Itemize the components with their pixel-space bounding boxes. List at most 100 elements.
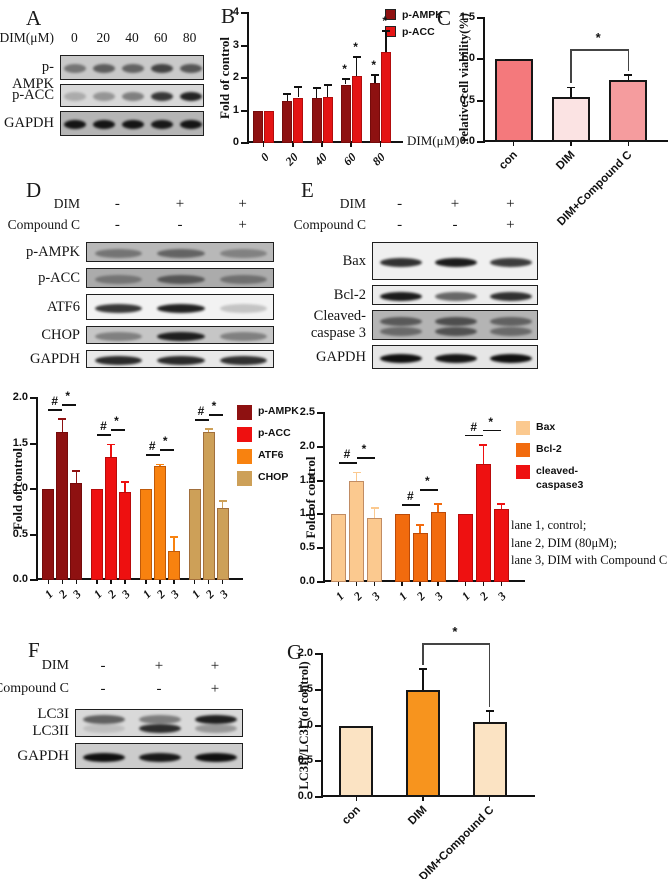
x-tick xyxy=(193,580,196,584)
bar xyxy=(293,97,304,143)
error-cap xyxy=(341,78,350,80)
y-axis xyxy=(247,12,249,144)
legend-swatch xyxy=(516,465,530,479)
blot-band xyxy=(157,331,205,341)
chart-d-legend: p-AMPK p-ACC ATF6 CHOP xyxy=(237,405,299,493)
x-tick-label: con xyxy=(339,804,363,827)
error-bar xyxy=(355,472,358,481)
blot-header-label: DIM xyxy=(41,658,69,673)
blot-band xyxy=(194,724,238,734)
blot-band xyxy=(94,274,143,284)
error-cap xyxy=(218,499,227,502)
y-axis xyxy=(321,653,323,798)
bar xyxy=(494,59,533,142)
x-tick-label: 80 xyxy=(369,150,389,169)
bar xyxy=(216,508,229,580)
y-tick xyxy=(30,397,36,399)
y-tick xyxy=(315,796,321,798)
x-tick xyxy=(207,580,210,584)
x-tick xyxy=(173,580,175,584)
blot-band xyxy=(82,724,126,734)
bar xyxy=(42,489,55,580)
sig-line xyxy=(465,434,484,437)
x-tick-label: 1 xyxy=(42,587,57,602)
x-tick-label: 1 xyxy=(139,587,154,602)
blot-lane-sign: - xyxy=(114,196,120,212)
legend-label: CHOP xyxy=(258,471,289,483)
blot-row-label: p-AMPK xyxy=(12,59,54,92)
blot-box xyxy=(86,294,274,320)
legend-label: p-ACC xyxy=(402,25,435,38)
y-tick-label: 1.0 xyxy=(299,507,315,520)
blot-row-label: Cleaved- caspase 3 xyxy=(310,308,366,341)
error-cap xyxy=(416,523,424,526)
lane-note-line-2: lane 2, DIM (80μM); xyxy=(511,535,617,550)
blot-band xyxy=(82,714,126,724)
blot-band xyxy=(219,248,268,258)
blot-band xyxy=(434,316,478,326)
lane-note-line-3: lane 3, DIM with Compound C. xyxy=(511,553,668,567)
error-cap xyxy=(352,55,361,58)
legend-swatch xyxy=(237,427,252,442)
y-tick xyxy=(317,445,323,448)
blot-box xyxy=(60,111,204,136)
x-tick xyxy=(221,580,224,584)
x-tick-label: 2 xyxy=(477,589,492,604)
legend-label: p-AMPK xyxy=(402,9,443,21)
blot-band xyxy=(434,326,478,336)
blot-lane-sign: - xyxy=(114,217,120,233)
significance-star: * xyxy=(382,13,388,28)
blot-row-label: CHOP xyxy=(41,326,80,343)
chart-panel-c: 0.0 0.5 1.0 1.5 con DIM DIM+Compound C * relativ… xyxy=(430,5,668,228)
legend-swatch xyxy=(237,449,252,464)
blot-band xyxy=(379,326,422,336)
legend-entry: p-ACC xyxy=(237,427,299,442)
x-axis-title: DIM(μM) xyxy=(407,133,460,148)
y-tick-label: 0.5 xyxy=(459,93,475,106)
y-tick xyxy=(315,760,321,763)
sig-line xyxy=(402,504,420,506)
sig-line xyxy=(48,408,63,411)
x-tick-label: 3 xyxy=(118,587,134,602)
bar xyxy=(119,491,132,580)
bar xyxy=(394,514,410,582)
error-bar xyxy=(75,470,78,483)
sig-line xyxy=(97,434,112,436)
blot-header-label: DIM xyxy=(53,196,80,211)
blot-panel-a: DIM(μM) 0 20 40 60 80 p-AMPK p-ACC GAPDH xyxy=(0,30,204,145)
sig-line xyxy=(145,454,160,457)
error-cap xyxy=(107,443,116,446)
error-bar xyxy=(437,504,439,513)
error-cap xyxy=(381,29,390,32)
sig-symbol: # xyxy=(100,419,107,434)
error-cap xyxy=(283,93,292,96)
blot-header-label: Compound C xyxy=(7,217,80,232)
error-cap xyxy=(479,443,488,446)
blot-band xyxy=(490,316,533,326)
bracket-left xyxy=(422,643,424,666)
y-tick xyxy=(315,724,321,727)
bar xyxy=(380,52,391,143)
bar xyxy=(139,489,152,580)
x-tick-label: 40 xyxy=(311,150,330,169)
y-axis xyxy=(483,17,485,143)
blot-band xyxy=(94,248,143,258)
x-tick-label: 3 xyxy=(495,589,510,604)
x-tick-label: con xyxy=(497,149,521,172)
x-tick xyxy=(482,582,485,586)
blot-band xyxy=(93,92,116,101)
x-tick xyxy=(337,582,340,586)
y-tick xyxy=(477,58,483,61)
x-tick-label: 1 xyxy=(395,589,410,604)
y-tick xyxy=(317,412,323,414)
error-cap xyxy=(312,86,321,89)
bar xyxy=(56,431,69,580)
significance-star: * xyxy=(452,624,458,640)
blot-band xyxy=(379,353,422,363)
blot-band xyxy=(82,752,126,762)
x-tick xyxy=(159,580,161,584)
legend-label: ATF6 xyxy=(258,449,284,461)
error-cap xyxy=(434,503,442,506)
error-bar xyxy=(422,669,424,690)
sig-symbol: # xyxy=(407,489,414,504)
